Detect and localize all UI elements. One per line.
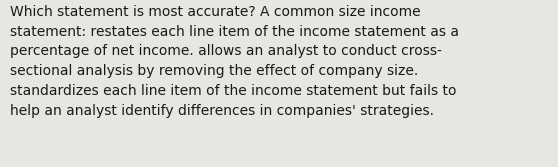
Text: Which statement is most accurate? A common size income
statement: restates each : Which statement is most accurate? A comm… xyxy=(10,5,459,118)
